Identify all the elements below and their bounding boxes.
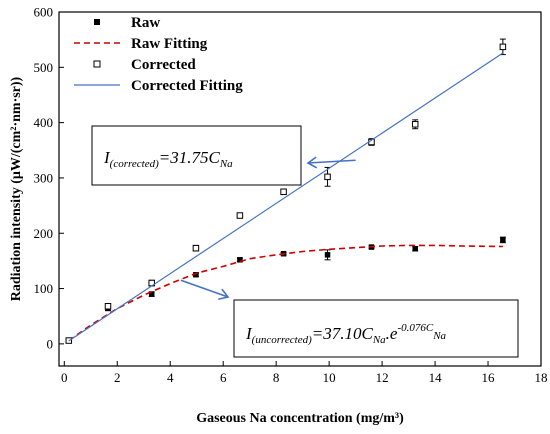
x-tick-label: 6 [220, 370, 227, 385]
data-point [499, 43, 507, 51]
x-tick-label: 12 [376, 370, 389, 385]
data-point [500, 237, 506, 243]
x-tick-label: 2 [114, 370, 121, 385]
data-point [412, 245, 418, 252]
x-tick-label: 16 [482, 370, 496, 385]
legend-label: Raw [131, 15, 160, 31]
equation-body: =37.10C [312, 324, 374, 343]
axes: 0 2 4 6 8 10 12 14 16 18 0 100 200 300 400 500 600 [34, 5, 548, 386]
arrow-corrected [306, 156, 356, 169]
arrow-head [218, 288, 230, 301]
y-tick-label: 0 [47, 336, 54, 351]
y-tick-label: 100 [34, 281, 54, 296]
x-tick-label: 0 [61, 370, 68, 385]
x-axis-title: Gaseous Na concentration (mg/m³) [196, 411, 404, 426]
arrow-head [306, 156, 318, 169]
legend-item: Raw Fitting [74, 36, 208, 52]
legend-marker [94, 19, 100, 25]
series-corrected-fitting [68, 52, 504, 342]
data-point [280, 188, 287, 196]
legend-item: Raw [94, 15, 160, 31]
x-tick-label: 4 [167, 370, 174, 385]
legend-label: Corrected [131, 57, 196, 73]
equation-uncorrected: I(uncorrected)=37.10CNa.e-0.076CNa [245, 322, 447, 346]
data-point [192, 244, 200, 252]
legend-marker [93, 60, 101, 68]
arrow-uncorrected [180, 279, 230, 301]
series-line [68, 52, 504, 342]
equation-body: =31.75C [159, 148, 221, 167]
y-tick-label: 200 [34, 226, 54, 241]
x-tick-label: 18 [535, 370, 548, 385]
data-point [324, 252, 331, 258]
data-point [411, 121, 419, 128]
x-tick-label: 8 [273, 370, 280, 385]
series-layer [65, 38, 507, 344]
equation-symbol: I [103, 148, 111, 167]
data-point [324, 173, 331, 181]
equation-corrected: I(corrected)=31.75CNa [103, 148, 233, 170]
data-point [237, 257, 243, 263]
y-tick-label: 400 [34, 115, 54, 130]
plot-frame [58, 11, 542, 367]
equation-superscript: -0.076C [397, 322, 433, 334]
data-point [193, 271, 199, 278]
y-tick-label: 300 [34, 170, 54, 185]
x-tick-label: 14 [429, 370, 443, 385]
legend: Raw Raw Fitting Corrected Corrected Fitting [74, 15, 243, 94]
equation-subscript: Na [219, 158, 233, 170]
legend-label: Corrected Fitting [131, 78, 243, 94]
data-point [148, 291, 155, 297]
equation-body: .e [386, 324, 398, 343]
legend-item: Corrected [93, 57, 196, 73]
equation-box-corrected [91, 125, 302, 186]
equation-subscript: (uncorrected) [252, 334, 312, 346]
equation-subscript: Na [372, 334, 386, 346]
y-tick-label: 500 [34, 60, 54, 75]
x-tick-label: 10 [323, 370, 336, 385]
annotation-boxes: I(corrected)=31.75CNaI(uncorrected)=37.1… [91, 125, 519, 358]
y-axis-title: Radiation intensity (μW/(cm²·nm·sr)) [9, 76, 24, 301]
data-point [104, 303, 112, 310]
equation-subscript: Na [432, 330, 446, 342]
arrow-shaft [180, 279, 229, 298]
equation-symbol: I [245, 324, 253, 343]
y-tick-label: 600 [34, 5, 54, 20]
arrow-shaft [307, 159, 356, 164]
equation-box-uncorrected [233, 299, 519, 358]
legend-label: Raw Fitting [131, 36, 208, 52]
equation-subscript: (corrected) [110, 158, 159, 170]
legend-item: Corrected Fitting [74, 78, 243, 94]
data-point [236, 212, 244, 219]
